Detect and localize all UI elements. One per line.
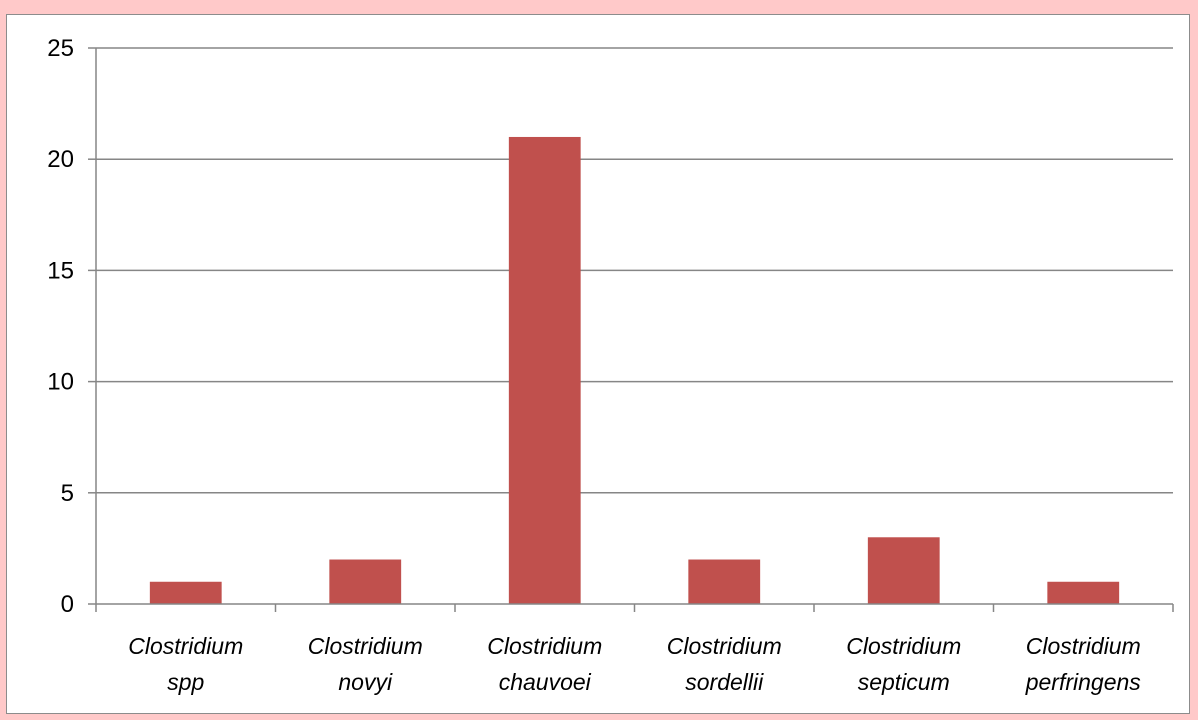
bar-6 bbox=[1047, 581, 1120, 604]
y-tick-label-25: 25 bbox=[47, 35, 74, 62]
x-tick-label-line: Clostridium bbox=[128, 633, 243, 659]
tick-labels: 0 5 10 15 20 25 Clostridium spp Clostridium novyi… bbox=[47, 35, 1141, 695]
axes bbox=[88, 47, 1174, 612]
x-tick-label-4: Clostridium sordellii bbox=[667, 633, 782, 695]
bar-2 bbox=[329, 559, 402, 604]
x-tick-label-1: Clostridium spp bbox=[128, 633, 243, 695]
x-tick-label-line: Clostridium bbox=[846, 633, 961, 659]
x-tick-label-6: Clostridium perfringens bbox=[1025, 633, 1142, 695]
x-tick-label-line: novyi bbox=[338, 669, 393, 695]
bar-4 bbox=[688, 559, 761, 604]
x-tick-label-line: Clostridium bbox=[667, 633, 782, 659]
chart-frame: 0 5 10 15 20 25 Clostridium spp Clostridium novyi… bbox=[6, 14, 1190, 714]
bar-3 bbox=[508, 136, 581, 604]
y-tick-label-5: 5 bbox=[61, 480, 74, 507]
x-tick-label-2: Clostridium novyi bbox=[308, 633, 423, 695]
x-tick-label-line: sordellii bbox=[685, 669, 764, 695]
y-tick-label-0: 0 bbox=[61, 591, 74, 618]
x-tick-label-line: septicum bbox=[858, 669, 950, 695]
x-tick-label-5: Clostridium septicum bbox=[846, 633, 961, 695]
bar-1 bbox=[149, 581, 222, 604]
x-tick-label-line: chauvoei bbox=[499, 669, 592, 695]
x-tick-label-line: Clostridium bbox=[308, 633, 423, 659]
x-tick-label-line: Clostridium bbox=[487, 633, 602, 659]
y-tick-label-20: 20 bbox=[47, 146, 74, 173]
bar-5 bbox=[867, 537, 940, 604]
bar-chart: 0 5 10 15 20 25 Clostridium spp Clostridium novyi… bbox=[47, 35, 1174, 695]
x-tick-label-3: Clostridium chauvoei bbox=[487, 633, 602, 695]
x-tick-label-line: spp bbox=[167, 669, 204, 695]
gridlines bbox=[96, 47, 1173, 494]
bar-group bbox=[149, 136, 1120, 604]
y-tick-label-15: 15 bbox=[47, 257, 74, 284]
x-tick-label-line: Clostridium bbox=[1026, 633, 1141, 659]
y-tick-label-10: 10 bbox=[47, 369, 74, 396]
x-tick-label-line: perfringens bbox=[1025, 669, 1142, 695]
